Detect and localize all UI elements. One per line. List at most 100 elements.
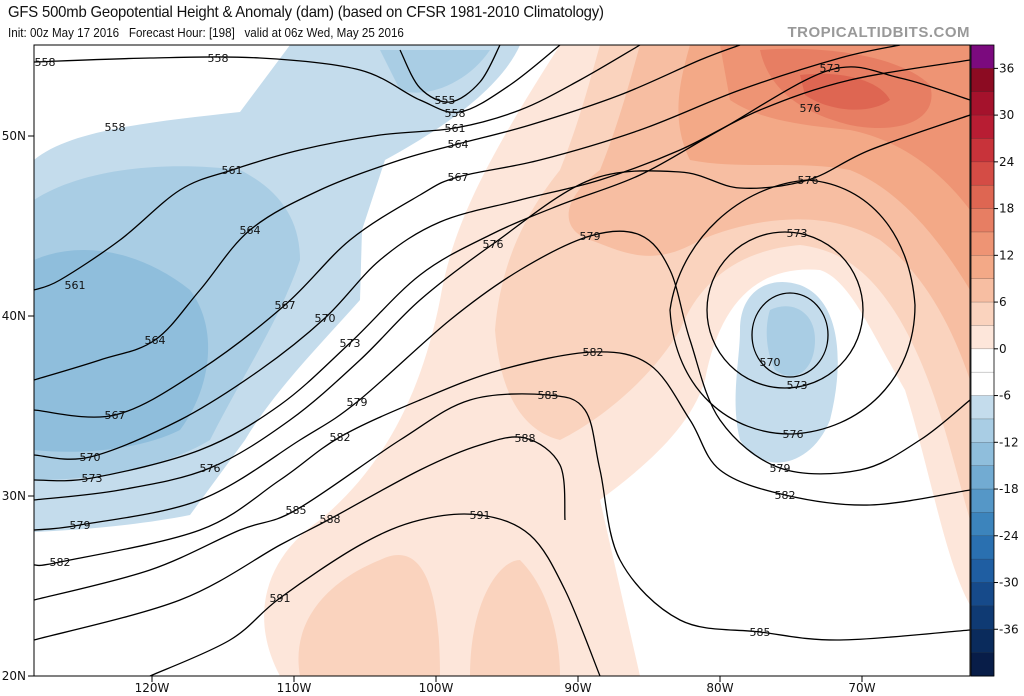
contour-label: 591 xyxy=(470,509,491,522)
colorbar-bin xyxy=(971,325,994,350)
height-contour xyxy=(34,45,641,291)
colorbar-bin xyxy=(971,185,994,210)
colorbar-bin xyxy=(971,302,994,326)
contour-label: 561 xyxy=(445,122,466,135)
colorbar-label: 6 xyxy=(999,295,1007,309)
contour-label: 567 xyxy=(275,299,296,312)
lat-label: 40N xyxy=(2,309,26,323)
contour-label: 576 xyxy=(200,462,221,475)
contour-label: 591 xyxy=(270,592,291,605)
anomaly-region xyxy=(380,50,490,93)
contour-label: 558 xyxy=(35,56,56,69)
colorbar-bin xyxy=(971,91,994,116)
contour-label: 561 xyxy=(65,279,86,292)
height-contour xyxy=(149,513,601,676)
contour-label: 558 xyxy=(208,52,229,65)
map-title: GFS 500mb Geopotential Height & Anomaly … xyxy=(8,4,604,21)
colorbar-bin xyxy=(971,442,994,467)
colorbar-label: -30 xyxy=(999,576,1019,590)
lon-label: 80W xyxy=(706,681,733,695)
height-contour xyxy=(34,66,970,482)
map-subtitle: Init: 00z May 17 2016 Forecast Hour: [19… xyxy=(8,26,404,40)
contour-label: 579 xyxy=(770,462,791,475)
contour-label: 564 xyxy=(240,224,261,237)
contour-label: 570 xyxy=(315,312,336,325)
colorbar-label: -24 xyxy=(999,529,1019,543)
colorbar-bin xyxy=(971,208,994,233)
colorbar-bin xyxy=(971,535,994,560)
lon-label: 110W xyxy=(277,681,312,695)
height-contour xyxy=(399,45,501,103)
contour-label: 576 xyxy=(798,174,819,187)
contour-label: 558 xyxy=(105,121,126,134)
height-contour xyxy=(751,292,829,378)
colorbar-bin xyxy=(971,489,994,513)
anomaly-fill: 558 5585585555585615645675615645675705735… xyxy=(34,45,970,676)
contour-label: 573 xyxy=(787,379,808,392)
contour-label: 573 xyxy=(820,62,841,75)
watermark: TROPICALTIDBITS.COM xyxy=(787,24,970,41)
lat-label: 20N xyxy=(2,669,26,683)
contour-label: 555 xyxy=(435,94,456,107)
contour-label: 576 xyxy=(800,102,821,115)
colorbar-bin xyxy=(971,372,994,397)
colorbar-bin xyxy=(971,115,994,139)
height-contour xyxy=(34,45,561,114)
contour-label: 582 xyxy=(583,346,604,359)
colorbar-bin xyxy=(971,231,994,256)
colorbar: 36 30 24 18 12 6 0 -6 -12 -18 -24 -30 -36 xyxy=(970,44,1019,677)
colorbar-bin xyxy=(971,45,994,69)
colorbar-label: 0 xyxy=(999,342,1007,356)
height-contour xyxy=(34,45,901,418)
height-contour xyxy=(34,351,970,567)
map-frame xyxy=(33,44,971,677)
colorbar-label: -12 xyxy=(999,435,1019,449)
colorbar-label: -18 xyxy=(999,482,1019,496)
anomaly-region xyxy=(470,560,560,676)
height-contour xyxy=(34,436,566,641)
colorbar-bin xyxy=(971,348,994,373)
colorbar-bin xyxy=(971,629,994,654)
lon-label: 70W xyxy=(848,681,875,695)
contour-label: 558 xyxy=(445,107,466,120)
height-contour xyxy=(34,393,970,641)
colorbar-bin xyxy=(971,161,994,186)
colorbar-bin xyxy=(971,559,994,584)
contour-label: 564 xyxy=(448,138,469,151)
colorbar-label: 36 xyxy=(999,61,1014,75)
contour-label: 579 xyxy=(347,396,368,409)
colorbar-bin xyxy=(971,255,994,280)
contour-label: 585 xyxy=(750,626,771,639)
contour-label: 573 xyxy=(340,337,361,350)
colorbar-bin xyxy=(971,418,994,443)
height-contour xyxy=(34,45,741,381)
colorbar-label: -36 xyxy=(999,622,1019,636)
contour-label: 567 xyxy=(105,409,126,422)
anomaly-region xyxy=(800,73,890,110)
contour-label: 567 xyxy=(448,171,469,184)
lon-label: 100W xyxy=(419,681,454,695)
height-contour xyxy=(34,59,970,460)
height-contour xyxy=(669,179,916,435)
contour-label: 564 xyxy=(145,334,166,347)
contour-label: 588 xyxy=(515,432,536,445)
contour-label: 582 xyxy=(775,489,796,502)
colorbar-bin xyxy=(971,512,994,537)
contour-label: 582 xyxy=(330,431,351,444)
lon-label: 120W xyxy=(135,681,170,695)
colorbar-bin xyxy=(971,465,994,490)
contour-label: 585 xyxy=(286,504,307,517)
anomaly-region xyxy=(298,554,440,676)
colorbar-bin xyxy=(971,605,994,630)
contour-label: 570 xyxy=(80,451,101,464)
colorbar-bin xyxy=(971,652,994,677)
contour-label: 585 xyxy=(538,389,559,402)
contour-label: 588 xyxy=(320,513,341,526)
contour-label: 576 xyxy=(483,238,504,251)
contour-label: 582 xyxy=(50,556,71,569)
contour-label: 573 xyxy=(82,472,103,485)
contour-label: 561 xyxy=(222,164,243,177)
anomaly-region xyxy=(766,306,815,376)
colorbar-label: -6 xyxy=(999,389,1011,403)
